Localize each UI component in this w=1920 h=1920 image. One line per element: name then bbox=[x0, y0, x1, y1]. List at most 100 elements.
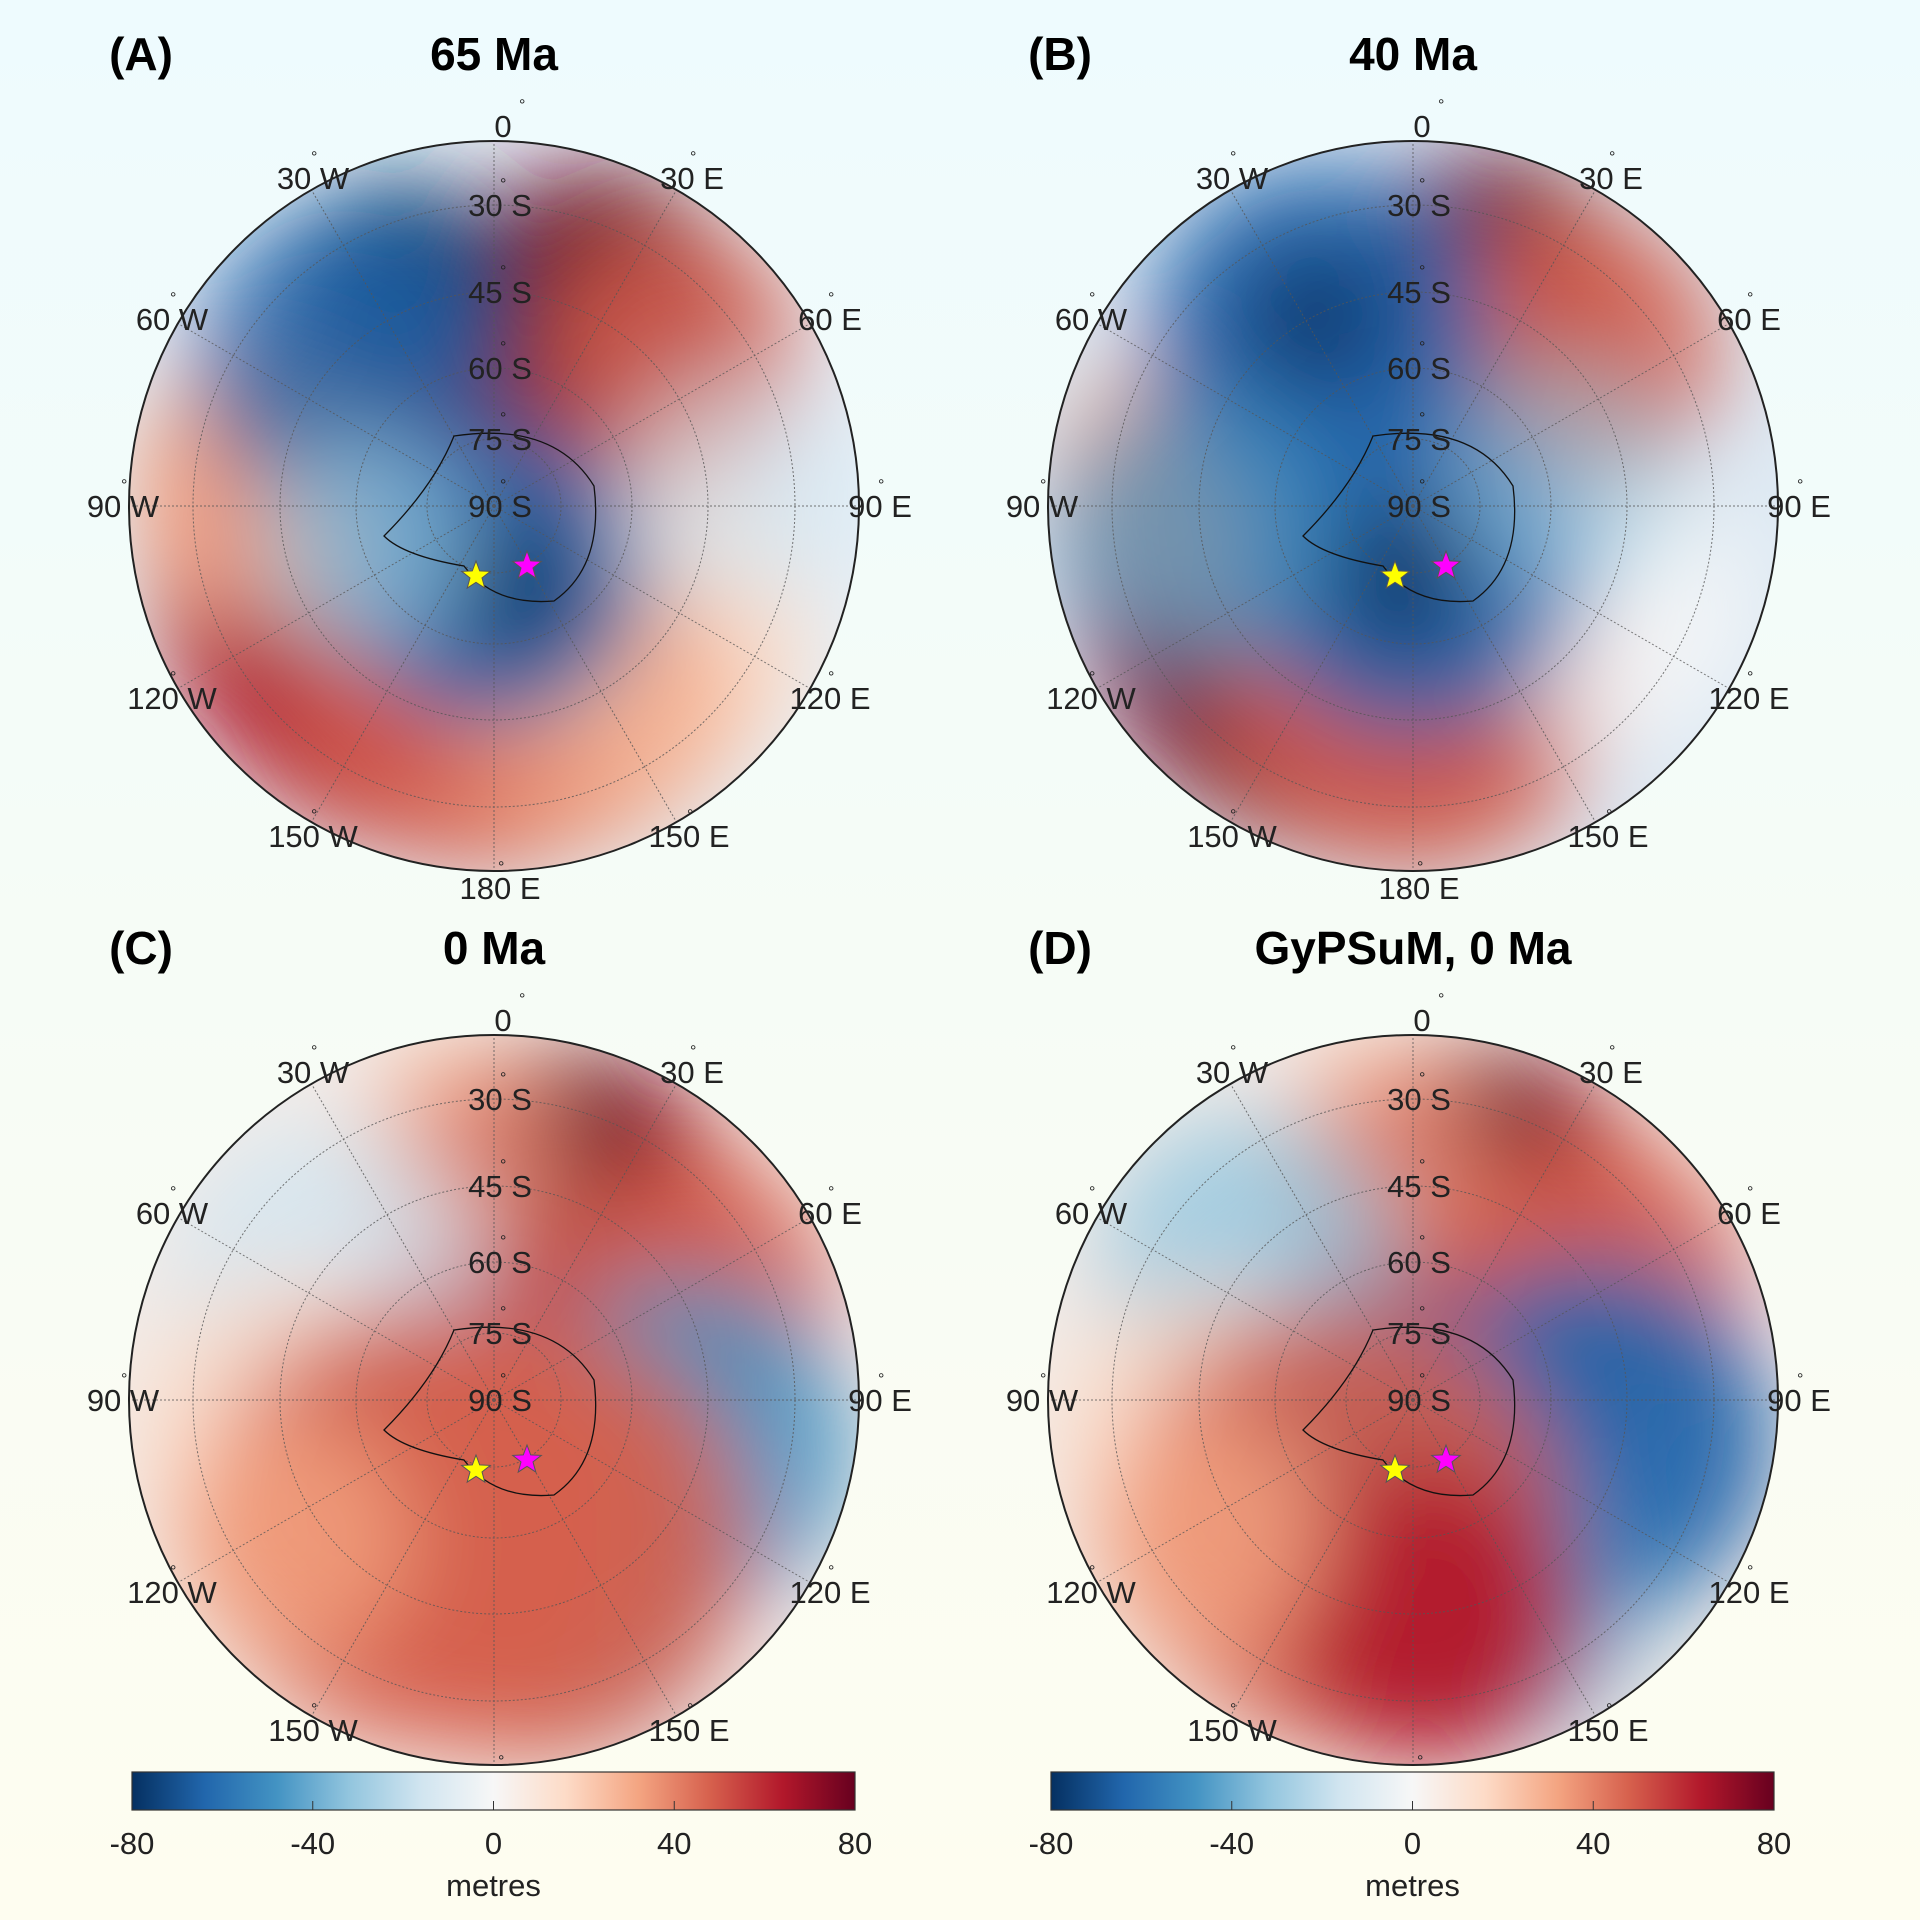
colorbar-tick-label: 80 bbox=[1757, 1826, 1791, 1861]
colorbar-tick-label: -40 bbox=[290, 1826, 335, 1861]
longitude-label: 120 W bbox=[1046, 1575, 1136, 1610]
degree-symbol: ° bbox=[500, 1304, 506, 1321]
graticule bbox=[1048, 141, 1778, 871]
degree-symbol: ° bbox=[1419, 410, 1425, 427]
meridian-line bbox=[1412, 189, 1596, 507]
longitude-label: 150 W bbox=[268, 1713, 358, 1748]
meridian-line bbox=[311, 1399, 495, 1717]
panel-title: GyPSuM, 0 Ma bbox=[1255, 922, 1572, 974]
degree-symbol: ° bbox=[1089, 669, 1095, 686]
longitude-label: 90 E bbox=[848, 1383, 912, 1418]
coastline bbox=[1302, 432, 1516, 603]
map-frame bbox=[1047, 1034, 1779, 1766]
longitude-label: 0 bbox=[494, 1003, 511, 1038]
meridian-line bbox=[311, 505, 495, 823]
degree-symbol: ° bbox=[1230, 807, 1236, 824]
latitude-label: 60 S bbox=[468, 1245, 532, 1280]
longitude-label: 30 W bbox=[1196, 161, 1269, 196]
map-frame bbox=[128, 1034, 860, 1766]
colorbar: -80 -40 0 40 80 metres bbox=[1029, 1771, 1791, 1903]
longitude-label: 60 W bbox=[136, 302, 209, 337]
map-frame bbox=[1047, 140, 1779, 872]
degree-symbol: ° bbox=[1606, 1701, 1612, 1718]
longitude-label: 120 E bbox=[1708, 1575, 1789, 1610]
magenta-star-marker bbox=[511, 1443, 543, 1474]
longitude-label: 90 E bbox=[1767, 489, 1831, 524]
meridian-line bbox=[493, 323, 811, 507]
longitude-label: 120 E bbox=[789, 681, 870, 716]
longitude-label: 60 E bbox=[798, 302, 862, 337]
graticule bbox=[129, 141, 859, 871]
meridian-line bbox=[177, 1217, 495, 1401]
map-panel: (A) 65 Ma0°30 E°60 E°90 E°120 E°150 E°180… bbox=[87, 28, 912, 906]
panel-letter: (A) bbox=[109, 28, 173, 80]
degree-symbol: ° bbox=[1419, 176, 1425, 193]
degree-symbol: ° bbox=[1747, 1563, 1753, 1580]
meridian-line bbox=[493, 1217, 811, 1401]
degree-symbol: ° bbox=[1609, 1043, 1615, 1060]
colorbar: -80 -40 0 40 80 metres bbox=[110, 1771, 872, 1903]
longitude-label: 30 W bbox=[277, 161, 350, 196]
latitude-label: 75 S bbox=[1387, 1316, 1451, 1351]
degree-symbol: ° bbox=[170, 290, 176, 307]
degree-symbol: ° bbox=[498, 859, 504, 876]
degree-symbol: ° bbox=[690, 1043, 696, 1060]
latitude-label: 45 S bbox=[1387, 275, 1451, 310]
degree-symbol: ° bbox=[1747, 669, 1753, 686]
degree-symbol: ° bbox=[500, 176, 506, 193]
degree-symbol: ° bbox=[1419, 1070, 1425, 1087]
magenta-star-marker bbox=[1430, 549, 1462, 580]
field-anomaly bbox=[194, 206, 494, 506]
longitude-label: 30 E bbox=[1579, 1055, 1643, 1090]
longitude-label: 120 W bbox=[1046, 681, 1136, 716]
field-anomaly bbox=[171, 1418, 412, 1659]
meridian-line bbox=[493, 505, 811, 689]
panel-title: 65 Ma bbox=[430, 28, 558, 80]
yellow-star-marker bbox=[460, 559, 492, 590]
latitude-label: 45 S bbox=[1387, 1169, 1451, 1204]
degree-symbol: ° bbox=[1419, 1304, 1425, 1321]
colorbar-tick-label: 0 bbox=[485, 1826, 502, 1861]
map-panel: (C)0 Ma0°30 E°60 E°90 E°120 E°150 E°180 … bbox=[87, 922, 912, 1800]
longitude-label: 60 E bbox=[798, 1196, 862, 1231]
degree-symbol: ° bbox=[1040, 477, 1046, 494]
degree-symbol: ° bbox=[311, 1043, 317, 1060]
longitude-label: 30 E bbox=[660, 1055, 724, 1090]
degree-symbol: ° bbox=[311, 149, 317, 166]
degree-symbol: ° bbox=[170, 669, 176, 686]
meridian-line bbox=[1412, 1083, 1596, 1401]
longitude-label: 150 W bbox=[268, 819, 358, 854]
degree-symbol: ° bbox=[1747, 1184, 1753, 1201]
degree-symbol: ° bbox=[1419, 263, 1425, 280]
degree-symbol: ° bbox=[1230, 1043, 1236, 1060]
longitude-label: 90 W bbox=[1006, 489, 1079, 524]
degree-symbol: ° bbox=[828, 1563, 834, 1580]
latitude-label: 30 S bbox=[1387, 188, 1451, 223]
meridian-line bbox=[493, 1083, 677, 1401]
longitude-label: 180 E bbox=[459, 871, 540, 906]
degree-symbol: ° bbox=[1417, 1753, 1423, 1770]
colorbar-tick-label: -40 bbox=[1209, 1826, 1254, 1861]
geoid-field bbox=[1048, 141, 1778, 871]
latitude-circle bbox=[426, 1332, 562, 1468]
latitude-label: 30 S bbox=[468, 188, 532, 223]
coastline bbox=[1302, 1326, 1516, 1497]
latitude-circle bbox=[1345, 438, 1481, 574]
longitude-label: 150 E bbox=[1567, 819, 1648, 854]
longitude-label: 120 E bbox=[1708, 681, 1789, 716]
latitude-label: 90 S bbox=[1387, 1383, 1451, 1418]
degree-symbol: ° bbox=[1040, 1371, 1046, 1388]
field-anomaly bbox=[1243, 246, 1383, 386]
latitude-circle bbox=[1345, 1332, 1481, 1468]
panel-letter: (C) bbox=[109, 922, 173, 974]
meridian-line bbox=[177, 323, 495, 507]
degree-symbol: ° bbox=[519, 97, 525, 114]
yellow-star-marker bbox=[1379, 1453, 1411, 1484]
degree-symbol: ° bbox=[500, 1157, 506, 1174]
colorbar-tick-label: 40 bbox=[657, 1826, 691, 1861]
field-anomaly bbox=[1443, 356, 1683, 596]
longitude-label: 90 W bbox=[1006, 1383, 1079, 1418]
degree-symbol: ° bbox=[1419, 1371, 1425, 1388]
meridian-line bbox=[1230, 505, 1414, 823]
latitude-label: 90 S bbox=[468, 1383, 532, 1418]
